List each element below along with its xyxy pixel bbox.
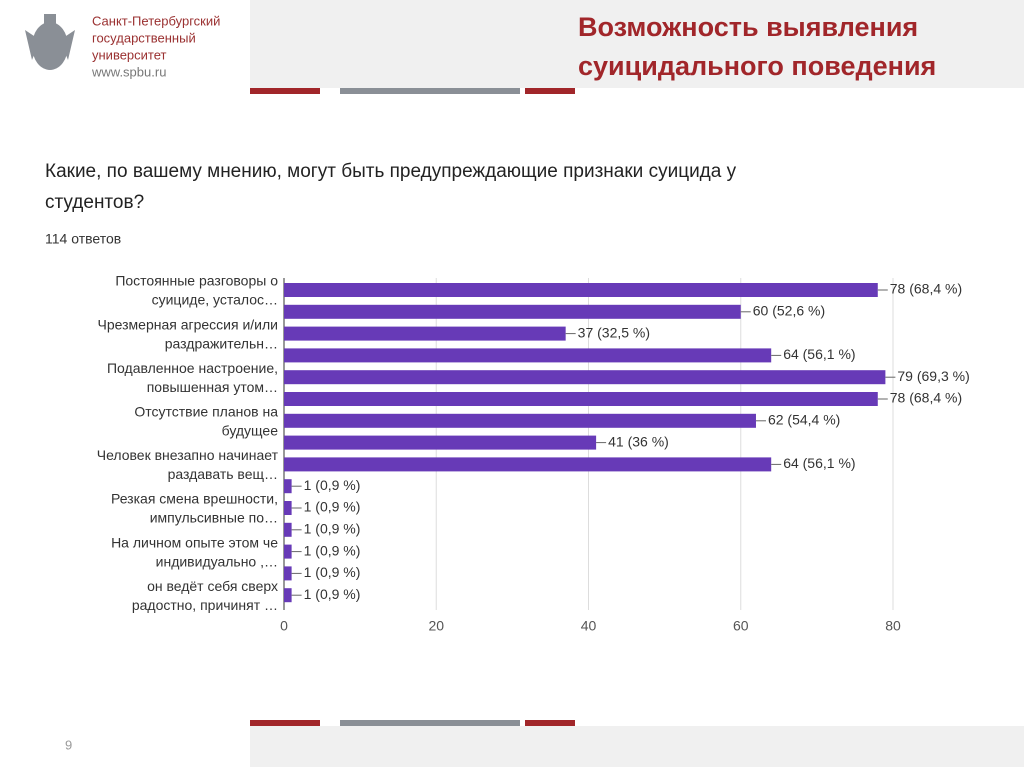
y-tick-label: Постоянные разговоры о — [115, 273, 278, 289]
data-label: 1 (0,9 %) — [304, 499, 361, 515]
y-tick-label: Чрезмерная агрессия и/или — [98, 316, 278, 332]
strip — [250, 720, 320, 726]
bar — [284, 588, 292, 603]
logo-text: www.spbu.ru — [91, 64, 166, 79]
bar — [284, 304, 741, 319]
data-label: 37 (32,5 %) — [578, 324, 650, 340]
data-label: 41 (36 %) — [608, 433, 669, 449]
data-label: 60 (52,6 %) — [753, 303, 825, 319]
strip — [250, 88, 320, 94]
data-label: 1 (0,9 %) — [304, 586, 361, 602]
bar — [284, 370, 886, 385]
bar — [284, 544, 292, 559]
data-label: 1 (0,9 %) — [304, 521, 361, 537]
data-label: 1 (0,9 %) — [304, 564, 361, 580]
x-tick-label: 20 — [428, 618, 444, 634]
y-tick-label: импульсивные по… — [150, 510, 278, 526]
slide-title: суицидального поведения — [578, 51, 936, 81]
bar — [284, 566, 292, 581]
bar — [284, 522, 292, 537]
data-label: 1 (0,9 %) — [304, 477, 361, 493]
y-tick-label: будущее — [222, 423, 279, 439]
data-label: 64 (56,1 %) — [783, 455, 855, 471]
chart-title: Какие, по вашему мнению, могут быть пред… — [45, 161, 737, 182]
x-tick-label: 0 — [280, 618, 288, 634]
data-label: 79 (69,3 %) — [897, 368, 969, 384]
chart-title: студентов? — [45, 192, 144, 213]
y-tick-label: раздражительн… — [165, 335, 278, 351]
data-label: 78 (68,4 %) — [890, 390, 962, 406]
bar — [284, 457, 772, 472]
bar — [284, 326, 566, 341]
x-tick-label: 60 — [733, 618, 749, 634]
x-tick-label: 40 — [581, 618, 597, 634]
y-tick-label: индивидуально ,… — [156, 553, 278, 569]
logo — [25, 14, 75, 70]
bar — [284, 479, 292, 494]
strip — [525, 720, 575, 726]
bar — [284, 435, 597, 450]
strip — [525, 88, 575, 94]
y-tick-label: Подавленное настроение, — [107, 360, 278, 376]
strip — [340, 88, 520, 94]
x-tick-label: 80 — [885, 618, 901, 634]
logo-text: государственный — [92, 30, 196, 45]
y-tick-label: Человек внезапно начинает — [97, 447, 279, 463]
y-tick-label: радостно, причинят … — [132, 597, 278, 613]
bar — [284, 392, 878, 406]
footer-band — [250, 726, 1024, 767]
bar — [284, 348, 772, 363]
bar — [284, 413, 756, 428]
logo-text: Санкт-Петербургский — [92, 13, 220, 28]
data-label: 1 (0,9 %) — [304, 542, 361, 558]
data-label: 64 (56,1 %) — [783, 346, 855, 362]
y-tick-label: раздавать вещ… — [168, 466, 278, 482]
strip — [340, 720, 520, 726]
y-tick-label: суициде, усталос… — [152, 292, 278, 308]
y-tick-label: Отсутствие планов на — [134, 404, 278, 420]
logo-text: университет — [92, 47, 167, 62]
page-number: 9 — [65, 737, 72, 752]
y-tick-label: На личном опыте этом че — [111, 534, 278, 550]
data-label: 78 (68,4 %) — [890, 281, 962, 297]
bar — [284, 501, 292, 515]
slide-title: Возможность выявления — [578, 12, 918, 42]
header-band — [250, 0, 1024, 88]
y-tick-label: Резкая смена врешности, — [111, 491, 278, 507]
bar — [284, 283, 878, 297]
data-label: 62 (54,4 %) — [768, 412, 840, 428]
chart-subtitle: 114 ответов — [45, 231, 121, 247]
y-tick-label: он ведёт себя сверх — [147, 578, 278, 594]
y-tick-label: повышенная утом… — [147, 379, 278, 395]
